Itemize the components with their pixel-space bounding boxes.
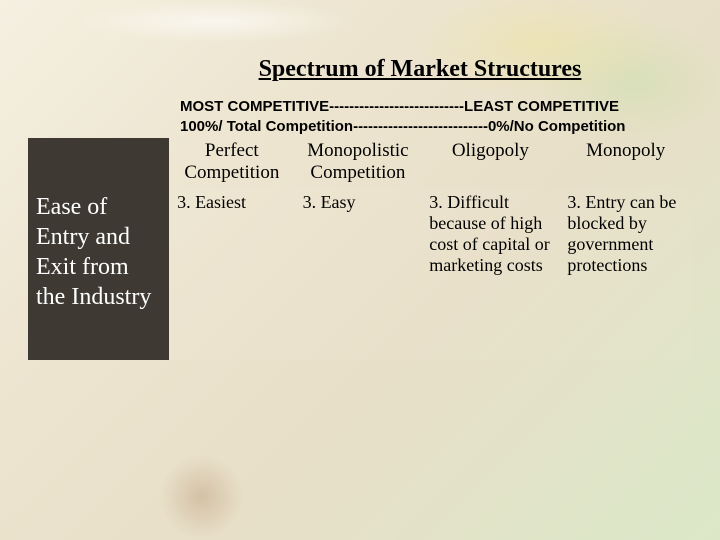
market-structure-table: Perfect Competition Monopolistic Competi… bbox=[28, 138, 692, 360]
spectrum-line-1: MOST COMPETITIVE------------------------… bbox=[28, 97, 692, 117]
table-header-row: Perfect Competition Monopolistic Competi… bbox=[28, 138, 692, 188]
spectrum-line-2: 100%/ Total Competition-----------------… bbox=[28, 117, 692, 137]
col-header-perfect: Perfect Competition bbox=[169, 138, 295, 188]
col-header-monopoly: Monopoly bbox=[559, 138, 692, 188]
col-header-monopolistic: Monopolistic Competition bbox=[295, 138, 422, 188]
header-blank bbox=[28, 138, 169, 188]
cell-perfect: 3. Easiest bbox=[169, 188, 295, 360]
row-label-ease-of-entry: Ease of Entry and Exit from the Industry bbox=[28, 188, 169, 360]
table-row: Ease of Entry and Exit from the Industry… bbox=[28, 188, 692, 360]
col-header-oligopoly: Oligopoly bbox=[421, 138, 559, 188]
cell-monopoly: 3. Entry can be blocked by government pr… bbox=[559, 188, 692, 360]
cell-monopolistic: 3. Easy bbox=[295, 188, 422, 360]
slide-content: Spectrum of Market Structures MOST COMPE… bbox=[0, 0, 720, 380]
page-title: Spectrum of Market Structures bbox=[28, 56, 692, 83]
cell-oligopoly: 3. Difficult because of high cost of cap… bbox=[421, 188, 559, 360]
